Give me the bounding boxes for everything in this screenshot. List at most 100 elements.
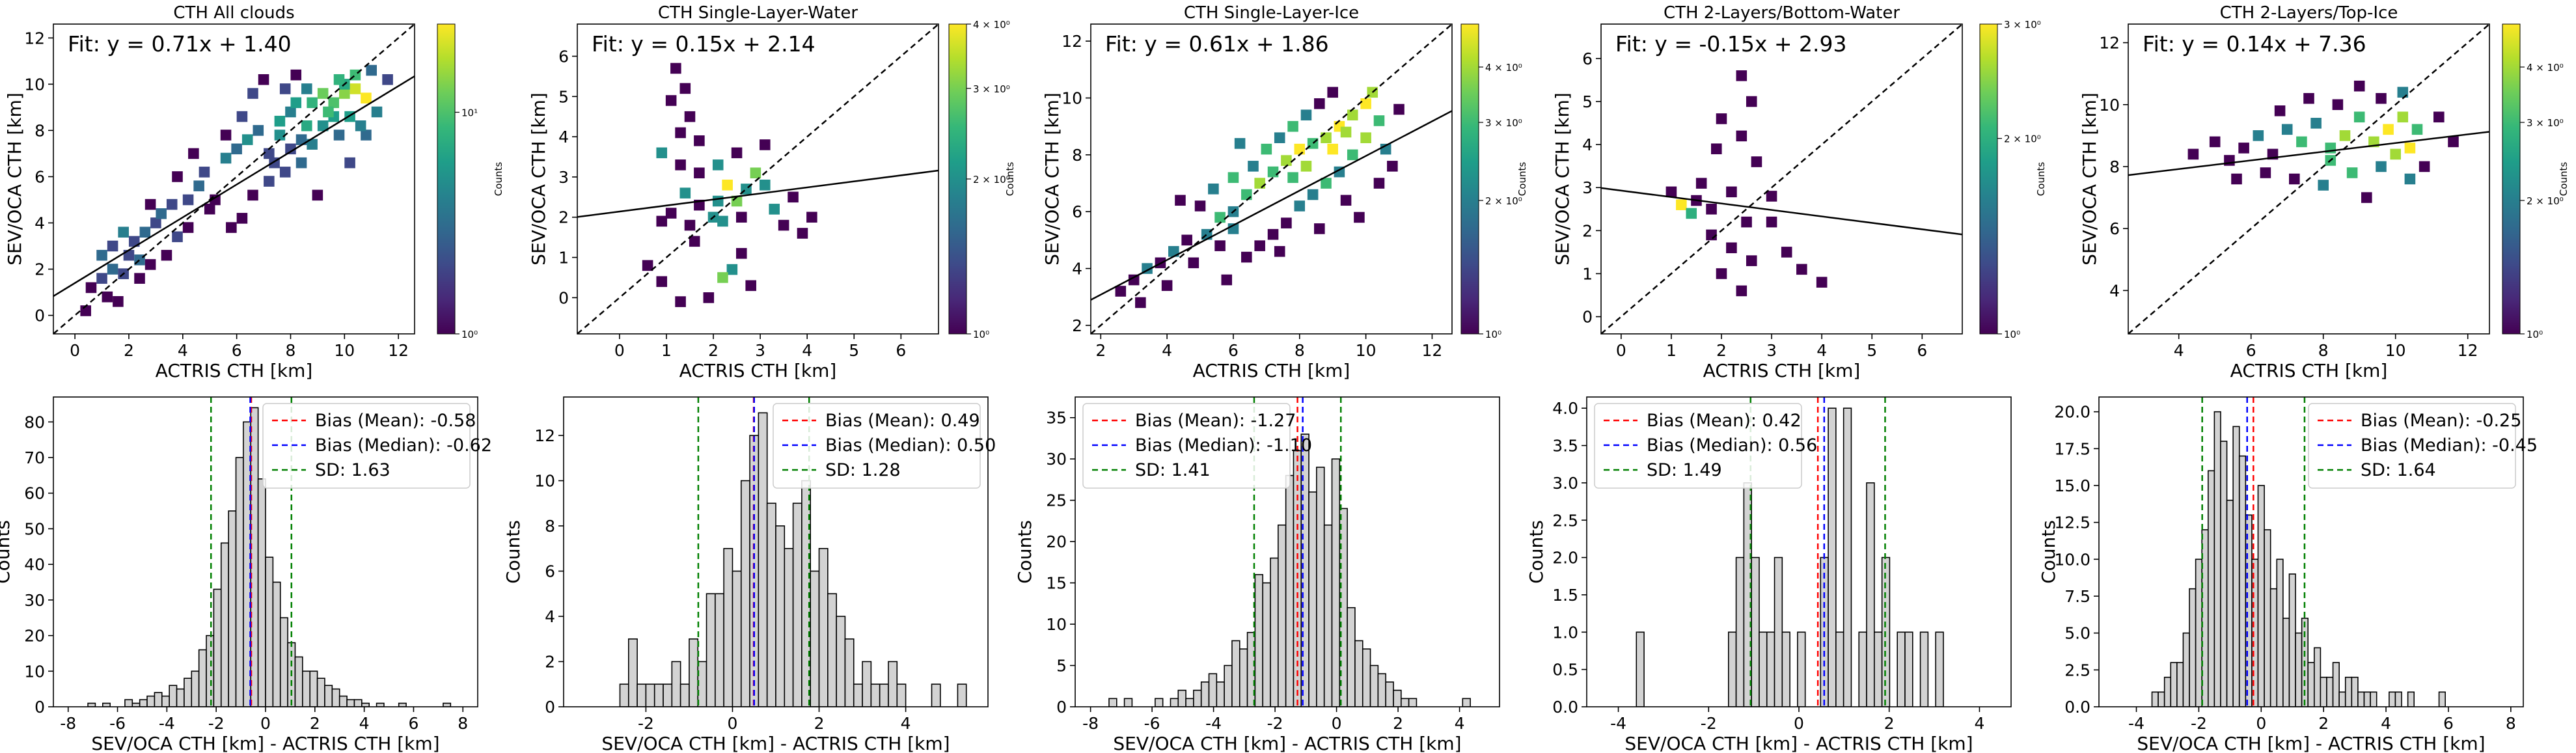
y-tick-label: 25 (1046, 491, 1067, 510)
heatmap-cell (172, 231, 183, 243)
y-tick-label: 6 (558, 47, 569, 66)
y-tick-label: 0 (558, 288, 569, 307)
histogram-bar (1401, 698, 1410, 707)
histogram-bar (627, 638, 638, 707)
heatmap-cell (274, 115, 286, 127)
histogram-bar (1123, 698, 1133, 707)
heatmap-cell (371, 106, 383, 118)
colorbar (1979, 23, 1998, 335)
x-tick-label: 8 (2506, 714, 2516, 733)
legend-entry: SD: 1.64 (2361, 460, 2436, 480)
histogram-bar (766, 502, 776, 707)
heatmap-cell (328, 97, 340, 109)
heatmap-cell (1214, 212, 1226, 223)
histogram-bar (2151, 691, 2159, 707)
histogram-bar (361, 702, 370, 707)
histogram-bar (1462, 698, 1471, 707)
heatmap-cell (1360, 132, 1371, 143)
histogram-bar (1262, 582, 1271, 707)
x-tick-label: 2 (310, 714, 320, 733)
histogram-bar (1208, 673, 1218, 707)
x-tick-label: 2 (1393, 714, 1403, 733)
legend: Bias (Mean): 0.42 Bias (Median): 0.56 SD: … (1594, 403, 1817, 489)
histogram-bar (1408, 698, 1418, 707)
histogram-bar (836, 616, 846, 707)
heatmap-cell (1360, 98, 1371, 109)
histogram-bar (1766, 631, 1775, 707)
heatmap-cell (1261, 143, 1272, 155)
heatmap-cell (1340, 126, 1352, 138)
heatmap-cell (279, 167, 291, 178)
histogram-bar (1278, 524, 1287, 707)
heatmap-cell (1267, 228, 1279, 240)
heatmap-cell (307, 139, 318, 150)
heatmap-cell (806, 212, 817, 223)
y-tick-label: 17.5 (2054, 439, 2090, 458)
heatmap-cell (1274, 246, 1285, 257)
heatmap-cell (778, 219, 789, 231)
x-tick-label: 10 (2385, 341, 2406, 360)
x-tick-label: 8 (2318, 341, 2329, 360)
histogram-bar (1858, 631, 1867, 707)
heatmap-cell (684, 219, 696, 231)
heatmap-cell (1128, 274, 1140, 286)
y-tick-label: 7.5 (2064, 587, 2090, 606)
heatmap-cell (1241, 251, 1252, 263)
x-tick-label: 6 (232, 341, 242, 360)
histogram-bar (302, 670, 311, 707)
heatmap-cell (2318, 180, 2329, 191)
heatmap-cell (1726, 242, 1737, 254)
heatmap-cell (1736, 130, 1747, 142)
heatmap-cell (139, 226, 151, 238)
histogram-bar (1155, 698, 1164, 707)
y-tick-label: 10 (534, 472, 555, 491)
heatmap-cell (1161, 280, 1173, 292)
histogram-bar (191, 670, 200, 707)
y-tick-label: 10 (1062, 89, 1082, 108)
histogram-bar (213, 588, 222, 707)
fit-equation: Fit: y = -0.15x + 2.93 (1615, 31, 1846, 57)
x-tick-label: 4 (2174, 341, 2184, 360)
heatmap-cell (333, 130, 345, 141)
histogram-bar (1362, 648, 1371, 707)
legend: Bias (Mean): -1.27 Bias (Median): -1.10 SD… (1082, 403, 1312, 489)
heatmap-cell (1281, 217, 1292, 228)
legend-entry: Bias (Median): -0.62 (315, 435, 492, 456)
histogram-bar (1727, 631, 1737, 707)
histogram-bar (2163, 676, 2172, 707)
fit-line (1091, 110, 1452, 301)
y-axis-label: SEV/OCA CTH [km] (1041, 92, 1063, 266)
histogram-bar (689, 638, 699, 707)
histogram-bar (1935, 631, 1944, 707)
heatmap-cell (1736, 285, 1747, 297)
histogram-bar (957, 683, 967, 707)
heatmap-cell (1287, 172, 1298, 184)
histogram-bar (2288, 573, 2296, 707)
heatmap-cell (226, 222, 237, 233)
heatmap-cell (2253, 130, 2264, 141)
legend-entry: Bias (Median): -1.10 (1135, 435, 1312, 456)
heatmap-cell (161, 249, 172, 261)
heatmap-cell (236, 213, 248, 224)
x-tick-label: 4 (1816, 341, 1827, 360)
y-axis-label: Counts (1526, 520, 1547, 584)
heatmap-cell (2310, 118, 2322, 129)
heatmap-cell (2404, 173, 2416, 185)
heatmap-cell (679, 187, 691, 199)
legend-entry: SD: 1.63 (315, 460, 391, 480)
heatmap-cell (1287, 120, 1298, 132)
y-tick-label: 50 (24, 519, 45, 538)
histogram-bar (663, 683, 673, 707)
y-tick-label: 1.5 (1552, 586, 1578, 605)
fit-line (53, 75, 415, 297)
heatmap-cell (2209, 136, 2221, 148)
histogram-bar (1331, 458, 1341, 707)
y-tick-label: 20 (24, 627, 45, 646)
histogram-bar (2207, 470, 2215, 707)
x-tick-label: 0 (1616, 341, 1626, 360)
histogram-bar (1897, 631, 1906, 707)
axes-frame (2128, 23, 2490, 335)
y-tick-label: 6 (34, 167, 45, 186)
histogram-bar (1377, 673, 1386, 707)
histogram-bar (1224, 664, 1233, 707)
